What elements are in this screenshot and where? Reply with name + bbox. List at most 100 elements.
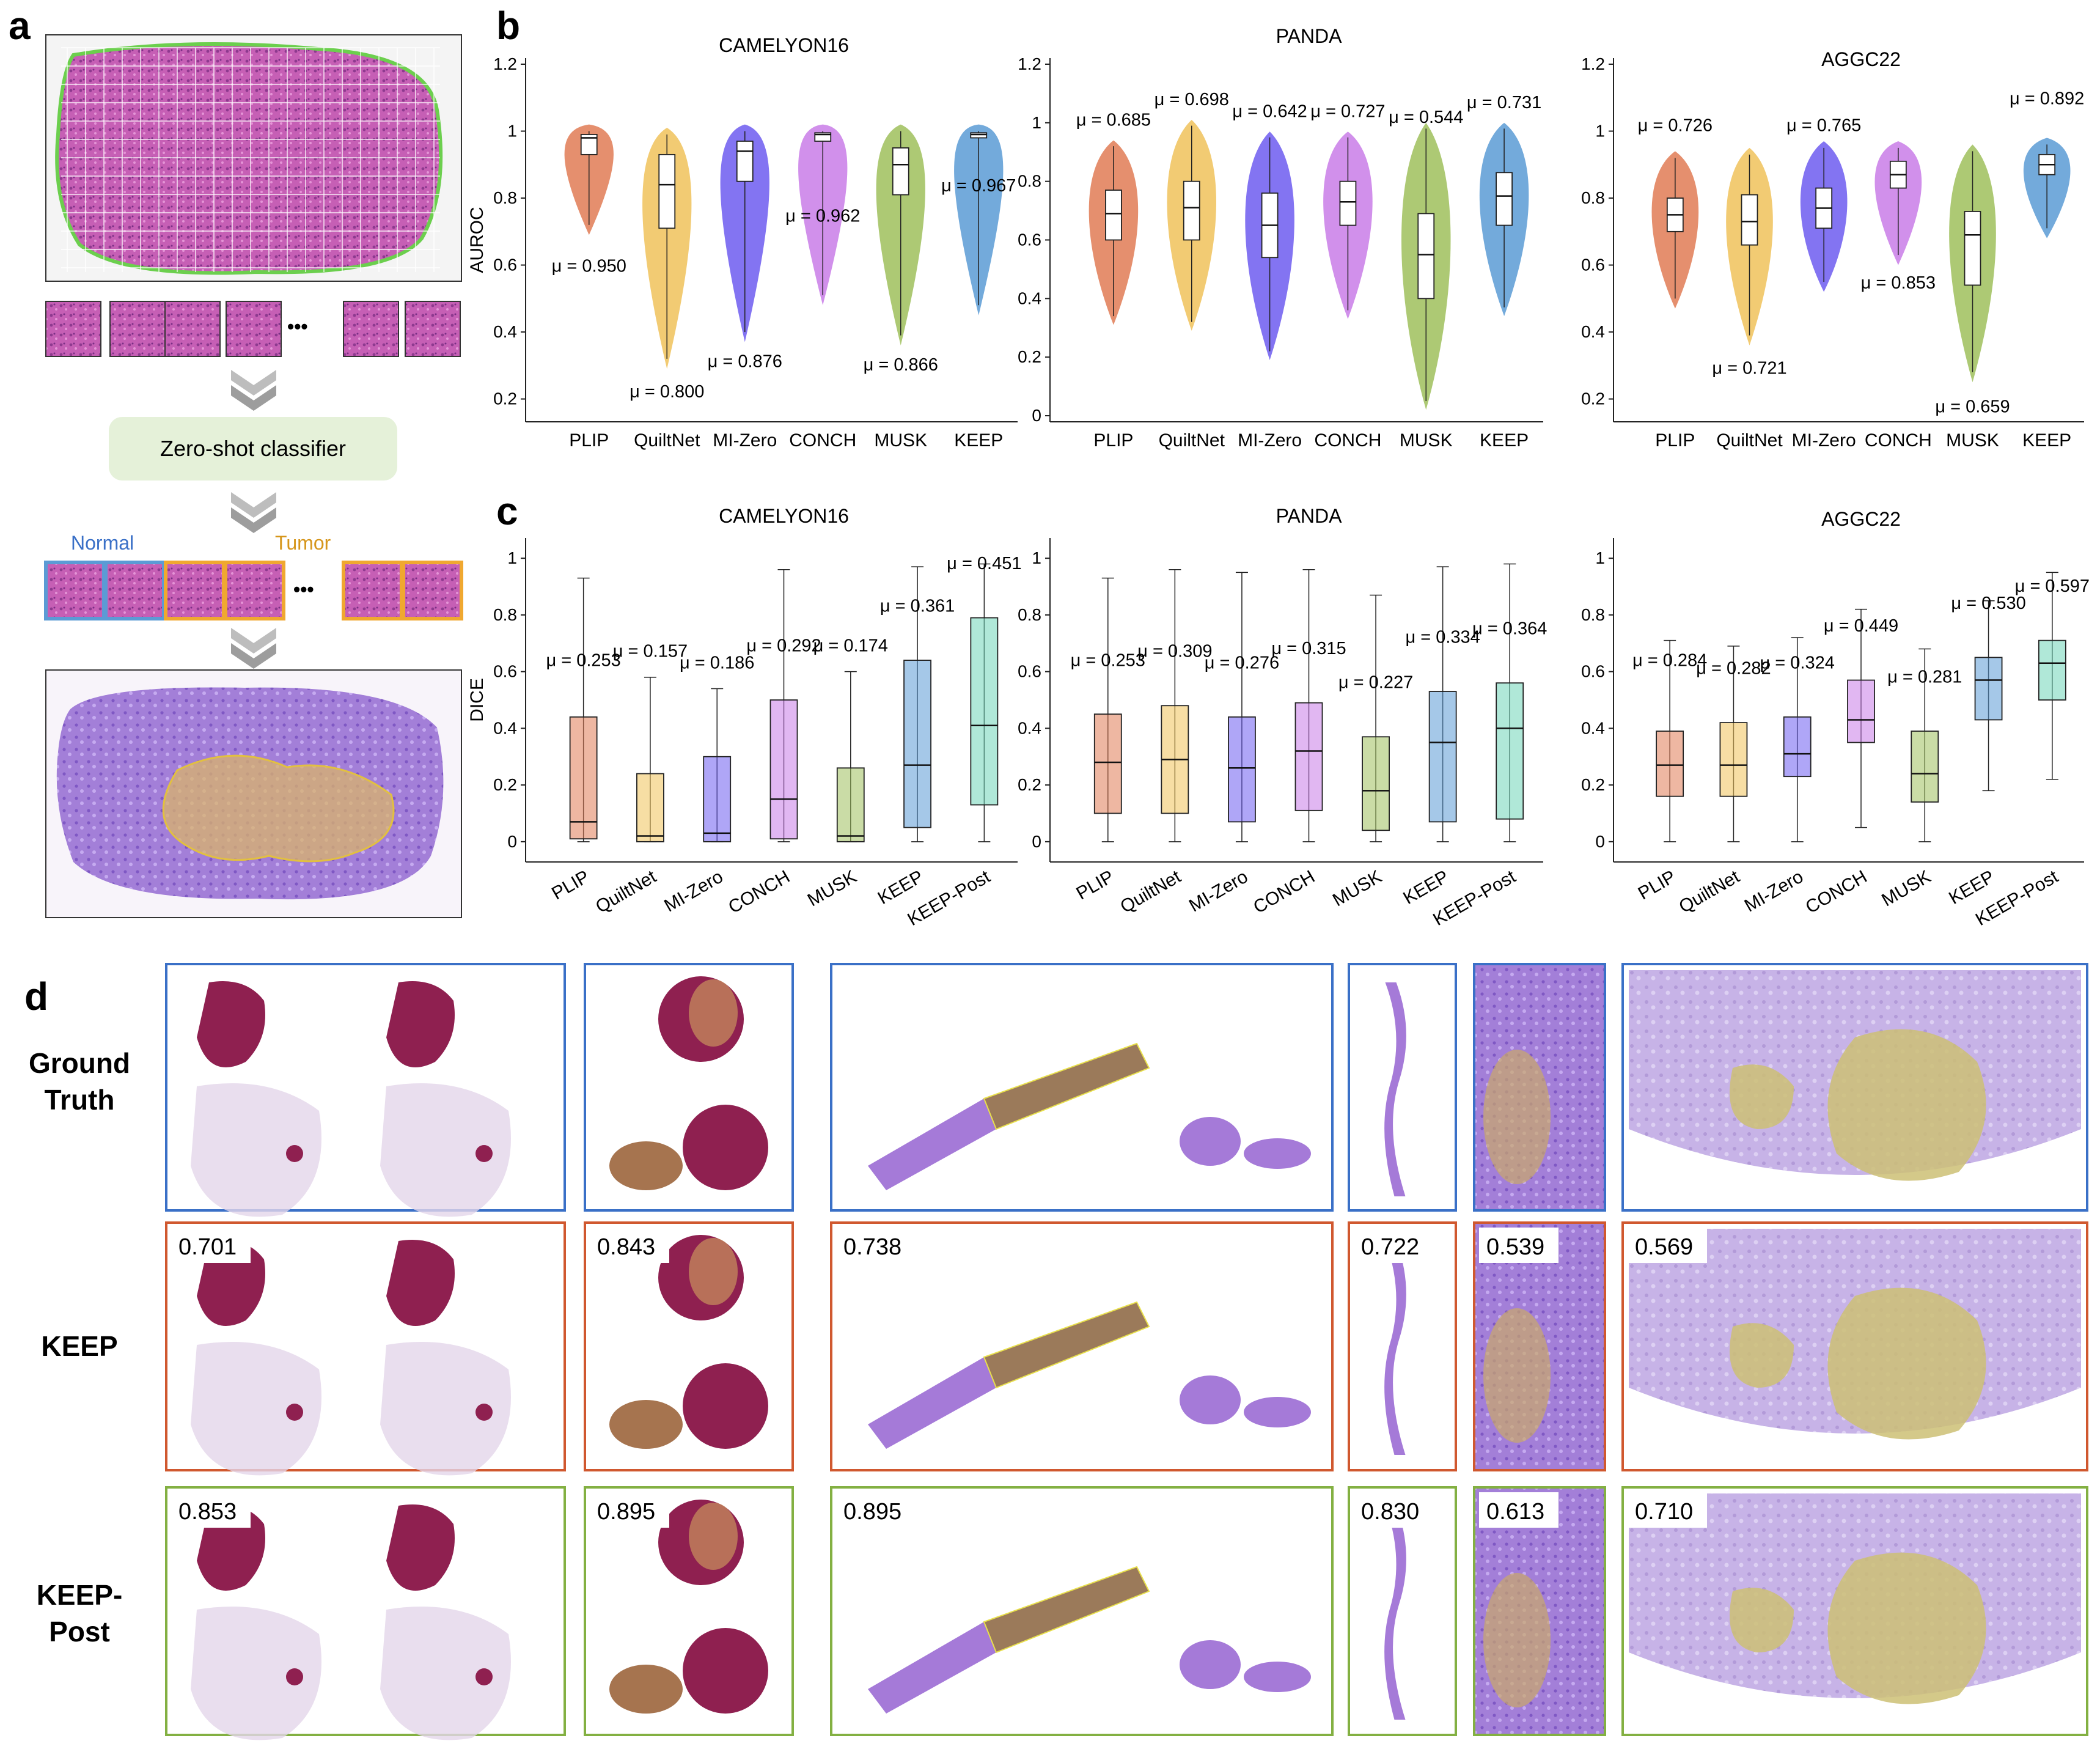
example-tile bbox=[1621, 963, 2088, 1212]
chart-c-panda: PANDA 0 0.2 0.4 0.6 0.8 1 μ = 0.253 PLIP μ = 0.30… bbox=[1018, 505, 1547, 930]
mean-label: μ = 0.253 bbox=[1071, 650, 1145, 670]
tissue-region bbox=[1730, 1064, 1794, 1129]
box-PLIP bbox=[1105, 190, 1122, 241]
classified-patch bbox=[44, 561, 106, 620]
box-KEEP-Post bbox=[2038, 639, 2066, 701]
mean-label: μ = 0.174 bbox=[813, 636, 888, 655]
mean-label: μ = 0.253 bbox=[546, 650, 620, 670]
mean-label: μ = 0.765 bbox=[1786, 116, 1861, 136]
tumor-map-overlay bbox=[162, 754, 395, 863]
box-PLIP bbox=[1093, 713, 1122, 814]
example-frame bbox=[1348, 963, 1457, 1212]
box-QuiltNet bbox=[1183, 180, 1200, 241]
tissue-region bbox=[1180, 1640, 1241, 1689]
tissue-region bbox=[1244, 1397, 1311, 1427]
category-label: MI-Zero bbox=[1238, 430, 1302, 451]
example-tile bbox=[1473, 963, 1606, 1212]
tissue-region bbox=[380, 1342, 511, 1476]
category-label: QuiltNet bbox=[634, 430, 700, 451]
tissue-region bbox=[191, 1607, 321, 1740]
example-tile bbox=[165, 963, 566, 1217]
score-badge bbox=[1628, 1492, 1707, 1528]
chart-title: AGGC22 bbox=[1821, 508, 1901, 530]
box-MUSK bbox=[1417, 213, 1435, 300]
classified-patch bbox=[164, 561, 226, 620]
mean-label: μ = 0.659 bbox=[1935, 397, 2010, 417]
chart-title: CAMELYON16 bbox=[719, 505, 849, 527]
score-badge bbox=[590, 1492, 669, 1528]
y-tick-label: 0.6 bbox=[1018, 230, 1041, 249]
classified-patch bbox=[104, 561, 166, 620]
mean-label: μ = 0.315 bbox=[1271, 639, 1346, 658]
chart-c-camelyon: CAMELYON16 0 0.2 0.4 0.6 0.8 1 DICE μ = 0.253 PLI… bbox=[467, 505, 1022, 930]
tissue-region bbox=[683, 1105, 768, 1190]
box-KEEP bbox=[1428, 691, 1457, 823]
score-badge bbox=[1479, 1228, 1558, 1263]
chart-b-panda: PANDA 0 0.2 0.4 0.6 0.8 1 1.2 μ = 0.685 PLIP μ = 0… bbox=[1018, 25, 1543, 451]
row-label: Post bbox=[49, 1616, 110, 1648]
mean-label: μ = 0.642 bbox=[1232, 101, 1307, 121]
score-badge bbox=[836, 1228, 916, 1263]
box-MUSK bbox=[1964, 211, 1981, 286]
y-tick-label: 0.4 bbox=[1018, 289, 1041, 307]
category-label: QuiltNet bbox=[1676, 866, 1744, 917]
category-label: QuiltNet bbox=[1159, 430, 1225, 451]
tissue-region bbox=[1827, 1287, 1986, 1440]
chart-title: PANDA bbox=[1276, 505, 1343, 527]
tissue-region bbox=[1827, 1029, 1986, 1181]
mean-label: μ = 0.364 bbox=[1472, 619, 1547, 639]
tissue-region bbox=[1384, 1241, 1406, 1455]
tissue-patch bbox=[109, 301, 166, 357]
tissue-region bbox=[1730, 1588, 1794, 1652]
chart-area: CAMELYON16 0.2 0.4 0.6 0.8 1 1.2 AUROC μ = 0.950… bbox=[467, 25, 2090, 930]
tissue-patch bbox=[343, 301, 399, 357]
category-label: QuiltNet bbox=[1716, 430, 1783, 451]
category-label: MI-Zero bbox=[1792, 430, 1856, 451]
mean-label: μ = 0.876 bbox=[708, 352, 782, 371]
category-label: PLIP bbox=[1655, 430, 1695, 451]
tissue-region bbox=[1244, 1138, 1311, 1169]
category-label: PLIP bbox=[569, 430, 609, 451]
dice-score: 0.895 bbox=[843, 1499, 901, 1525]
classified-patch bbox=[342, 561, 403, 620]
y-tick-label: 1.2 bbox=[1581, 54, 1605, 73]
example-tile: 0.843 bbox=[584, 1221, 794, 1471]
tissue-region bbox=[689, 979, 738, 1047]
chart-title: CAMELYON16 bbox=[719, 34, 849, 56]
y-tick-label: 0.6 bbox=[493, 256, 517, 274]
mean-label: μ = 0.281 bbox=[1887, 667, 1962, 687]
tissue-patch bbox=[226, 301, 282, 357]
box-MI-Zero bbox=[1228, 716, 1256, 823]
tissue-region bbox=[386, 1504, 455, 1591]
box-KEEP bbox=[903, 660, 931, 828]
example-tile: 0.895 bbox=[830, 1486, 1334, 1736]
category-label: CONCH bbox=[725, 866, 793, 918]
score-badge bbox=[836, 1492, 916, 1528]
tissue-region bbox=[191, 1083, 321, 1217]
category-label: CONCH bbox=[1314, 430, 1381, 451]
box-MUSK bbox=[892, 147, 909, 196]
zero-shot-classifier-box bbox=[109, 417, 397, 481]
dice-score: 0.738 bbox=[843, 1234, 901, 1260]
y-tick-label: 0.8 bbox=[493, 188, 517, 207]
box-PLIP bbox=[569, 716, 598, 840]
box-QuiltNet bbox=[1719, 722, 1748, 797]
row-label: KEEP- bbox=[37, 1579, 123, 1611]
mean-label: μ = 0.530 bbox=[1951, 594, 2025, 613]
y-tick-label: 0.2 bbox=[493, 775, 517, 794]
y-tick-label: 0 bbox=[507, 832, 517, 851]
tissue-region bbox=[683, 1363, 768, 1449]
box-CONCH bbox=[1847, 679, 1875, 743]
tissue-region bbox=[380, 1083, 511, 1217]
tissue-region bbox=[1180, 1375, 1241, 1424]
chart-b-aggc: AGGC22 0.2 0.4 0.6 0.8 1 1.2 μ = 0.726 PLIP μ = 0… bbox=[1581, 48, 2084, 451]
category-label: MUSK bbox=[1400, 430, 1453, 451]
category-label: KEEP bbox=[954, 430, 1003, 451]
dice-score: 0.701 bbox=[178, 1234, 237, 1260]
panel-letter-d: d bbox=[24, 974, 48, 1018]
mean-label: μ = 0.698 bbox=[1155, 90, 1229, 109]
box-KEEP bbox=[1496, 172, 1513, 226]
mean-label: μ = 0.853 bbox=[1861, 273, 1936, 293]
y-tick-label: 0.2 bbox=[1581, 775, 1605, 794]
category-label: MUSK bbox=[1329, 866, 1386, 910]
